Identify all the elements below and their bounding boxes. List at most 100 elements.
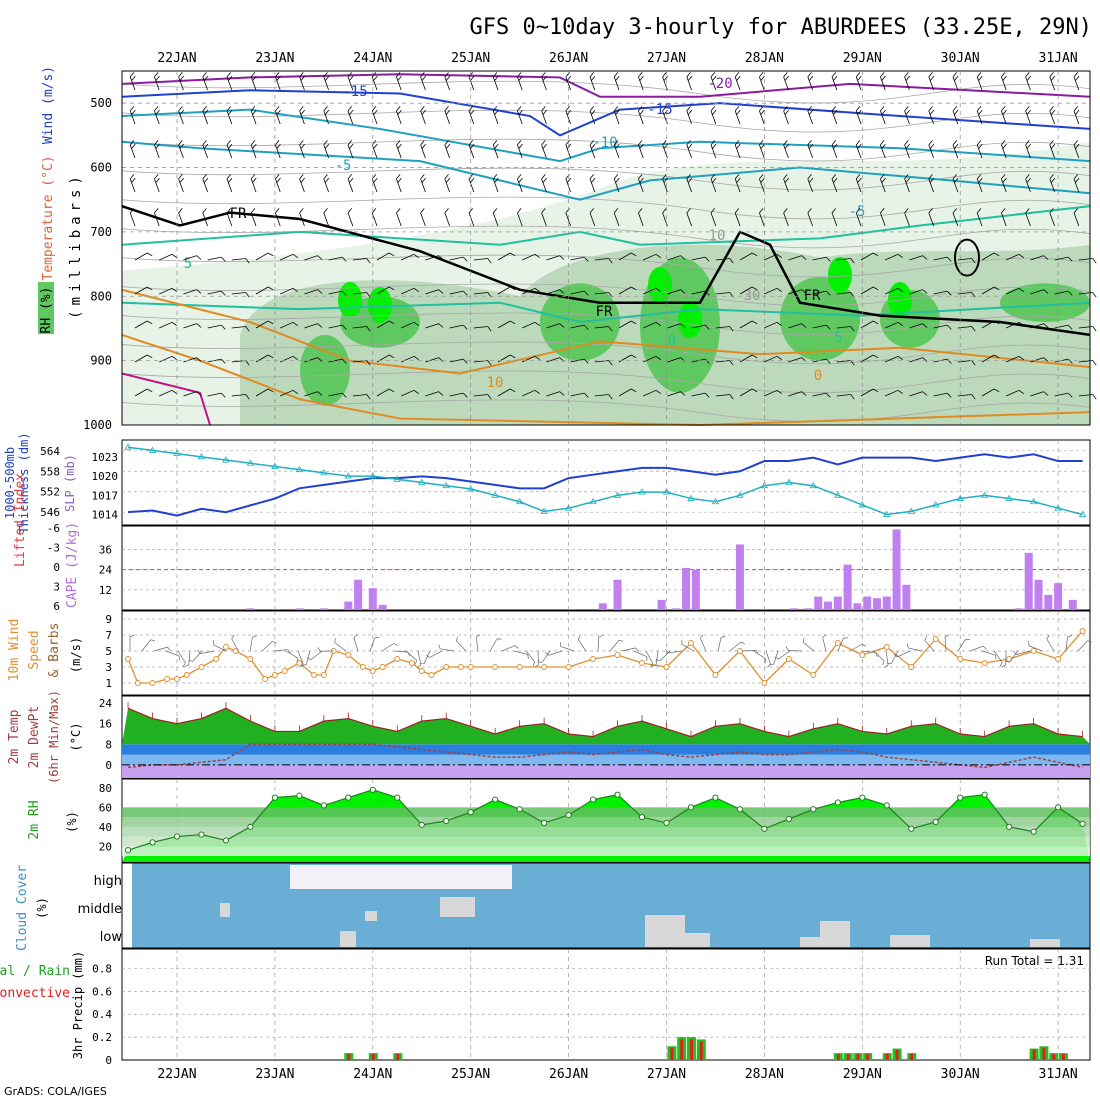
wind-barb [420, 72, 426, 91]
wind-barb [129, 106, 136, 125]
wind-barb [396, 106, 402, 125]
rh-axis-label: RH (%) [39, 287, 54, 334]
wind-barb [686, 72, 693, 91]
wind-barb [764, 253, 782, 261]
surface-wind-barb [717, 635, 726, 652]
wind-barb [541, 208, 547, 227]
wind-speed-marker [320, 672, 327, 678]
cape-tick: 12 [99, 584, 112, 597]
cape-bar [368, 588, 377, 610]
wind-speed-marker [262, 676, 269, 682]
precip-convective-bar [836, 1053, 840, 1060]
wind-barb [250, 72, 257, 91]
wind-barb [541, 106, 547, 125]
footer-credit: GrADS: COLA/IGES [4, 1085, 107, 1098]
wind-barb [981, 252, 1000, 261]
wind-barb [880, 208, 886, 227]
wind-barb [904, 72, 910, 91]
wind-barb [764, 389, 782, 397]
precip-tick: 0.4 [92, 1008, 112, 1021]
cloud-level-label: high [94, 874, 122, 889]
thickness-tick: 564 [40, 445, 60, 458]
thickness-tick: 552 [40, 486, 60, 499]
wind-barb [933, 290, 952, 296]
wind-barb [1006, 253, 1024, 261]
wind-barb [880, 72, 886, 91]
wind-barb [280, 389, 298, 397]
wind-barb [734, 106, 741, 125]
surface-wind-barb [297, 650, 304, 668]
wind-barb [449, 256, 468, 262]
surface-wind-barb [525, 650, 536, 667]
surface-wind-barb [273, 649, 291, 654]
rh-tick: 60 [99, 801, 112, 814]
precip-convective-bar [1042, 1047, 1046, 1060]
wind-barb [328, 358, 347, 364]
wind-barb [739, 286, 758, 295]
wind-speed-marker [467, 664, 474, 670]
rh-marker [1079, 820, 1086, 827]
contour-label: 10 [487, 375, 504, 391]
surface-wind-barb [489, 638, 502, 652]
rh-marker [565, 812, 572, 819]
surface-wind-barb [213, 640, 227, 652]
temp-label-c: (6hr Min/Max) [47, 690, 61, 784]
wind-barb [323, 208, 329, 227]
wind-barb [1025, 106, 1031, 125]
wind-barb [855, 140, 862, 159]
slp-marker [1005, 494, 1013, 501]
surface-wind-barb [419, 650, 431, 665]
rh-marker [712, 794, 719, 801]
wind-barb [807, 106, 814, 125]
wind-speed-marker [687, 640, 694, 646]
wind-speed-marker [785, 656, 792, 662]
rh-bright-blob [678, 302, 702, 338]
wind-barb [831, 208, 838, 227]
slp-marker [883, 510, 891, 517]
upper-panel-border [121, 70, 1091, 426]
precip-convective-bar [699, 1041, 703, 1060]
wind-barb [280, 253, 298, 261]
wind-barb [880, 174, 886, 193]
wind-barb [522, 253, 540, 261]
wind-barb [183, 289, 202, 295]
wind-barb [304, 391, 323, 397]
rh-marker [467, 809, 474, 816]
contour-label: -5 [335, 158, 352, 174]
wind-barb [546, 323, 565, 329]
wind-barb [739, 320, 758, 329]
wind-barb [134, 320, 153, 329]
wind-barb [541, 72, 547, 91]
wind-barb [928, 174, 935, 193]
cape-bar [613, 579, 622, 610]
wind-barb [643, 253, 661, 261]
wind-barb [764, 355, 782, 363]
bottom-date-label: 27JAN [647, 1067, 686, 1082]
wind-barb [1073, 208, 1080, 227]
bottom-date-label: 24JAN [353, 1067, 392, 1082]
surface-wind-barb [1077, 640, 1092, 652]
cape-tick: 24 [99, 564, 113, 577]
cape-bar [789, 608, 798, 610]
wind-speed-marker [883, 644, 890, 650]
cape-bar [902, 584, 911, 610]
wind-barb [1025, 72, 1031, 91]
wind-speed-marker [541, 664, 548, 670]
slp-marker [369, 472, 377, 479]
rh-marker [761, 825, 768, 832]
temperature-contour [121, 301, 1091, 324]
surface-wind-barb [513, 650, 529, 659]
wind-barb [250, 106, 257, 125]
slp-marker [271, 462, 279, 469]
slp-marker [466, 485, 475, 492]
wind-speed-marker [149, 680, 156, 686]
surface-wind-barb [645, 650, 654, 668]
wind-barb [231, 394, 250, 400]
surface-wind-barb [774, 650, 791, 660]
surface-wind-barb [165, 650, 180, 661]
wind-barb [129, 208, 136, 227]
wind-barb [909, 357, 928, 363]
top-date-label: 26JAN [549, 51, 588, 66]
wind-barb [618, 286, 637, 295]
wind-barb [981, 388, 1000, 397]
